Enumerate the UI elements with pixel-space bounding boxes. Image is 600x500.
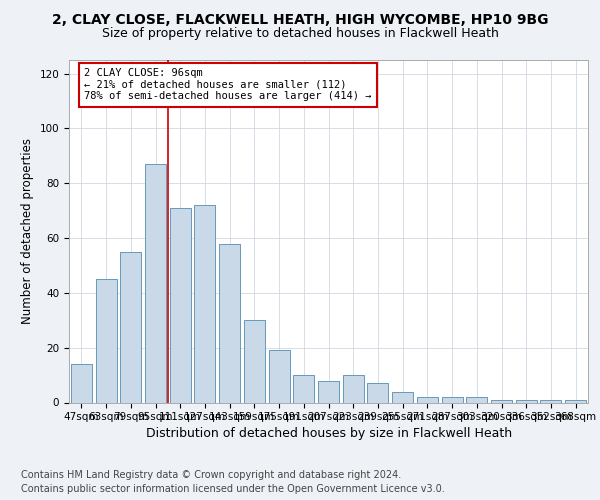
Text: Size of property relative to detached houses in Flackwell Heath: Size of property relative to detached ho… <box>101 28 499 40</box>
Bar <box>318 380 339 402</box>
Y-axis label: Number of detached properties: Number of detached properties <box>21 138 34 324</box>
Text: Distribution of detached houses by size in Flackwell Heath: Distribution of detached houses by size … <box>146 428 512 440</box>
Text: 2, CLAY CLOSE, FLACKWELL HEATH, HIGH WYCOMBE, HP10 9BG: 2, CLAY CLOSE, FLACKWELL HEATH, HIGH WYC… <box>52 12 548 26</box>
Bar <box>367 384 388 402</box>
Bar <box>219 244 240 402</box>
Bar <box>491 400 512 402</box>
Bar <box>516 400 537 402</box>
Bar <box>442 397 463 402</box>
Text: Contains HM Land Registry data © Crown copyright and database right 2024.
Contai: Contains HM Land Registry data © Crown c… <box>21 470 445 494</box>
Bar <box>417 397 438 402</box>
Bar <box>95 279 116 402</box>
Bar <box>120 252 141 402</box>
Bar <box>170 208 191 402</box>
Text: 2 CLAY CLOSE: 96sqm
← 21% of detached houses are smaller (112)
78% of semi-detac: 2 CLAY CLOSE: 96sqm ← 21% of detached ho… <box>84 68 371 102</box>
Bar <box>145 164 166 402</box>
Bar <box>269 350 290 403</box>
Bar <box>194 205 215 402</box>
Bar <box>343 375 364 402</box>
Bar <box>392 392 413 402</box>
Bar <box>244 320 265 402</box>
Bar <box>466 397 487 402</box>
Bar <box>71 364 92 403</box>
Bar <box>565 400 586 402</box>
Bar <box>541 400 562 402</box>
Bar <box>293 375 314 402</box>
